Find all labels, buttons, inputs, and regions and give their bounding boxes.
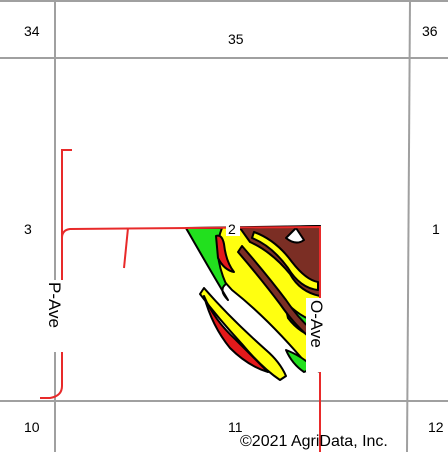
- field-boundary: [185, 225, 321, 381]
- roads: [40, 149, 321, 452]
- road-label-o-ave: O-Ave: [307, 300, 326, 348]
- section-label-12: 12: [428, 419, 444, 435]
- road-p-ave: [61, 149, 321, 452]
- section-label-11: 11: [228, 419, 243, 435]
- section-label-2: 2: [228, 221, 236, 237]
- section-label-3: 3: [24, 221, 32, 237]
- road-labels: P-Ave O-Ave: [44, 280, 332, 372]
- road-label-p-ave: P-Ave: [45, 282, 64, 328]
- section-label-1: 1: [432, 221, 440, 237]
- section-label-35: 35: [228, 31, 244, 47]
- section-labels: 34 35 36 3 2 1 10 11 12: [24, 23, 444, 435]
- soil-unit-red: [215, 234, 235, 273]
- soil-unit-lower-red: [203, 295, 269, 373]
- section-label-10: 10: [24, 419, 40, 435]
- section-label-36: 36: [422, 23, 438, 39]
- section-label-34: 34: [24, 23, 40, 39]
- soil-unit-yellow-band: [251, 231, 319, 291]
- soil-unit-lower-strip: [199, 287, 287, 381]
- copyright-text: ©2021 AgriData, Inc.: [240, 433, 388, 450]
- soil-unit-notch: [285, 227, 305, 244]
